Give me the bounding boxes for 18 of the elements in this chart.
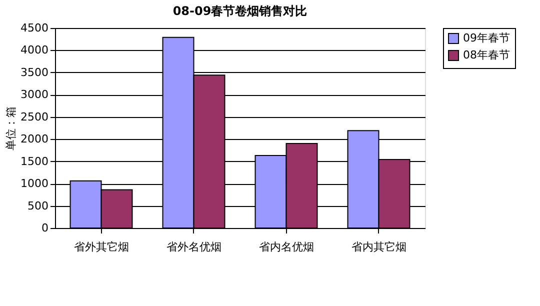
chart-title: 08-09春节卷烟销售对比 [172,4,308,18]
y-tick-label: 4500 [20,22,48,34]
y-tick-label: 3000 [20,88,48,102]
y-tick-label: 0 [42,222,48,234]
y-tick-label: 500 [28,199,48,212]
x-tick-label: 省外名优烟 [166,240,222,254]
legend-label: 09年春节 [463,32,510,44]
y-tick-label: 1500 [20,154,48,168]
y-axis-title: 单位：箱 [4,106,18,150]
y-tick-label: 4000 [20,44,48,57]
x-tick-label: 省外其它烟 [74,240,129,254]
x-tick-label: 省内名优烟 [258,240,314,254]
y-tick-label: 2500 [20,110,48,124]
y-tick-label: 3500 [20,66,48,79]
y-tick-label: 1000 [20,177,48,190]
y-tick-label: 2000 [20,132,48,146]
x-tick-label: 省内其它烟 [351,240,406,254]
legend-label: 08年春节 [463,48,510,62]
